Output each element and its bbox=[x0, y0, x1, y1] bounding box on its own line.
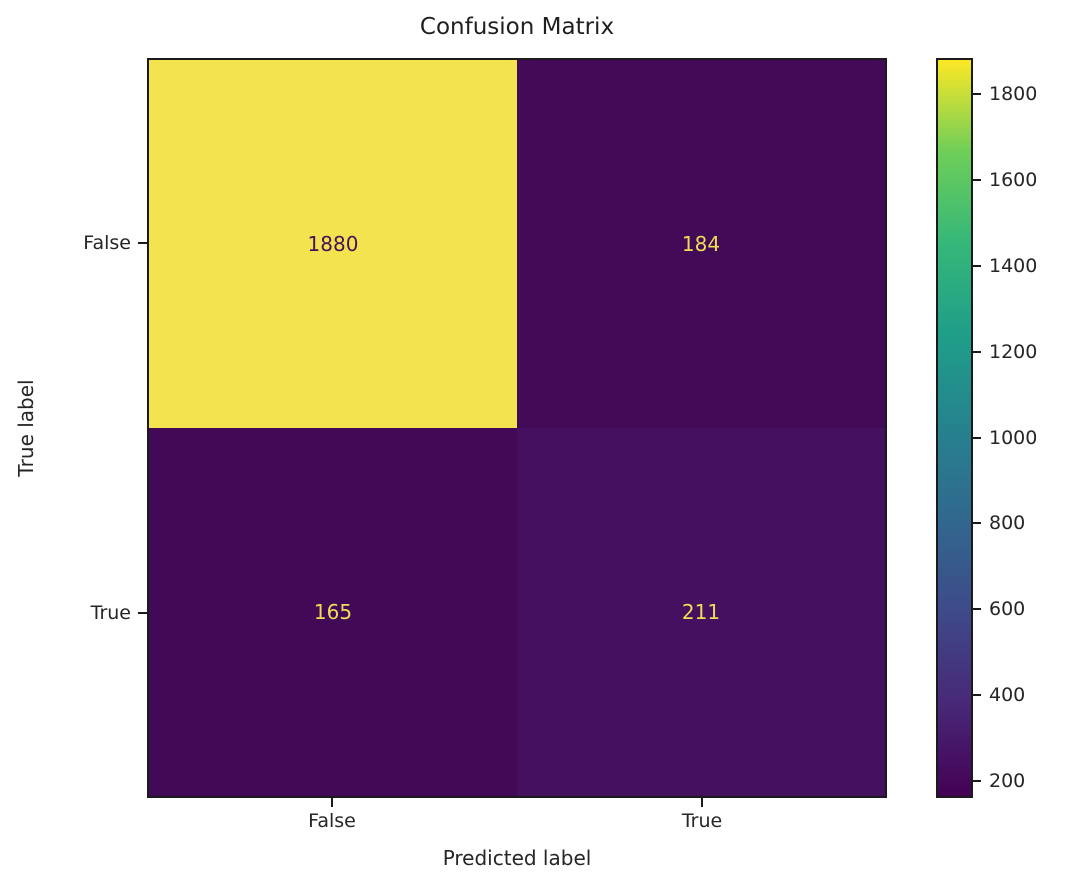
colorbar-tick-label: 1600 bbox=[989, 169, 1038, 192]
x-tick-mark-true bbox=[701, 798, 703, 807]
colorbar-tick-label: 200 bbox=[989, 769, 1026, 792]
cell-value: 184 bbox=[681, 232, 721, 256]
cell-value: 211 bbox=[681, 600, 721, 624]
colorbar-tick-label: 1400 bbox=[989, 254, 1038, 277]
x-axis-label: Predicted label bbox=[442, 846, 592, 870]
y-tick-label-false: False bbox=[83, 232, 131, 254]
colorbar-tick-mark bbox=[973, 694, 981, 697]
y-tick-label-true: True bbox=[90, 602, 131, 624]
cell-row-false-col-false: 1880 bbox=[149, 60, 517, 428]
colorbar-tick-label: 800 bbox=[989, 512, 1026, 535]
chart-title: Confusion Matrix bbox=[419, 14, 615, 40]
colorbar-tick-label: 1000 bbox=[989, 426, 1038, 449]
colorbar-tick-mark bbox=[973, 264, 981, 267]
cell-value: 1880 bbox=[307, 232, 359, 256]
cell-row-false-col-true: 184 bbox=[517, 60, 885, 428]
colorbar-tick-label: 600 bbox=[989, 598, 1026, 621]
heatmap-plot: 1880 184 165 211 bbox=[147, 58, 887, 798]
cell-value: 165 bbox=[313, 600, 353, 624]
x-tick-mark-false bbox=[331, 798, 333, 807]
cell-row-true-col-true: 211 bbox=[517, 428, 885, 796]
colorbar-tick-label: 400 bbox=[989, 684, 1026, 707]
colorbar-tick-mark bbox=[973, 522, 981, 525]
colorbar-tick-mark bbox=[973, 436, 981, 439]
colorbar-tick-mark bbox=[973, 93, 981, 96]
colorbar-tick-mark bbox=[973, 179, 981, 182]
colorbar-tick-mark bbox=[973, 350, 981, 353]
colorbar-tick-mark bbox=[973, 608, 981, 611]
cell-row-true-col-false: 165 bbox=[149, 428, 517, 796]
colorbar-tick-label: 1200 bbox=[989, 340, 1038, 363]
y-tick-mark-true bbox=[138, 612, 147, 614]
y-tick-mark-false bbox=[138, 242, 147, 244]
x-tick-label-true: True bbox=[681, 810, 723, 832]
x-tick-label-false: False bbox=[308, 810, 356, 832]
y-axis-label: True label bbox=[14, 379, 38, 477]
colorbar-tick-label: 1800 bbox=[989, 83, 1038, 106]
colorbar bbox=[936, 58, 973, 798]
colorbar-tick-mark bbox=[973, 779, 981, 782]
